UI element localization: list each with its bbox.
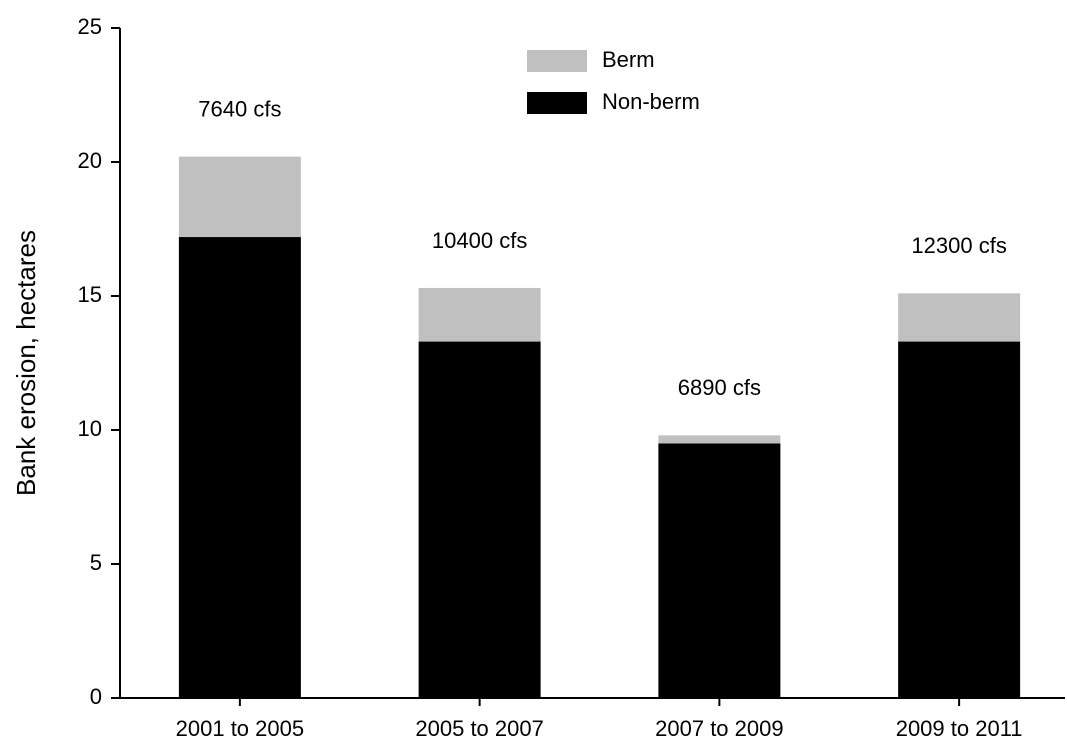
y-tick-label: 20 bbox=[78, 148, 102, 173]
bar-segment bbox=[658, 443, 781, 698]
bar-segment bbox=[418, 341, 541, 698]
y-tick-label: 0 bbox=[90, 684, 102, 709]
x-tick-label: 2001 to 2005 bbox=[176, 716, 304, 741]
bar-annotation: 6890 cfs bbox=[678, 375, 761, 400]
x-tick-label: 2005 to 2007 bbox=[415, 716, 543, 741]
legend-swatch bbox=[527, 50, 587, 72]
bar-annotation: 10400 cfs bbox=[432, 228, 527, 253]
x-tick-label: 2007 to 2009 bbox=[655, 716, 783, 741]
legend-label: Non-berm bbox=[602, 89, 700, 114]
y-tick-label: 15 bbox=[78, 282, 102, 307]
bar-segment bbox=[658, 435, 781, 444]
bar-segment bbox=[178, 156, 301, 238]
bar-annotation: 12300 cfs bbox=[911, 233, 1006, 258]
y-tick-label: 10 bbox=[78, 416, 102, 441]
y-tick-label: 25 bbox=[78, 14, 102, 39]
bar-annotation: 7640 cfs bbox=[198, 96, 281, 121]
bar-segment bbox=[898, 293, 1021, 342]
legend-label: Berm bbox=[602, 47, 655, 72]
legend-swatch bbox=[527, 92, 587, 114]
bar-segment bbox=[418, 287, 541, 342]
y-axis-label: Bank erosion, hectares bbox=[11, 230, 41, 496]
bar-segment bbox=[178, 237, 301, 699]
bar-segment bbox=[898, 341, 1021, 698]
x-tick-label: 2009 to 2011 bbox=[896, 716, 1023, 741]
y-tick-label: 5 bbox=[90, 550, 102, 575]
